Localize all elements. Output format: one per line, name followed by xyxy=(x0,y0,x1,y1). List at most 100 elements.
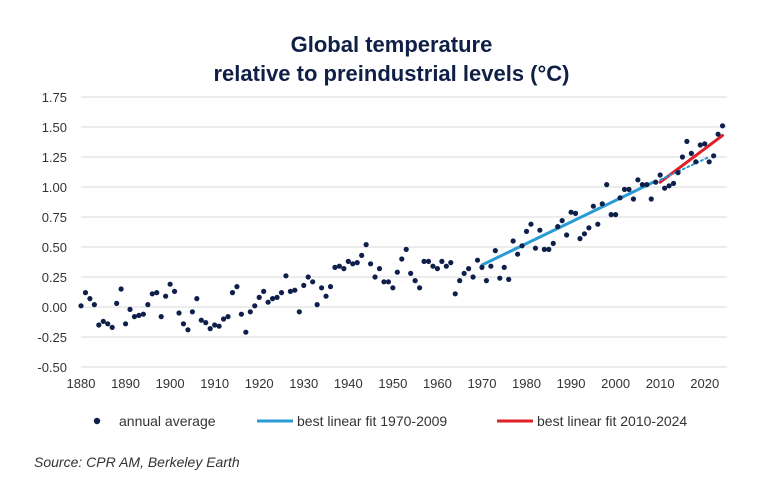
data-point xyxy=(292,287,298,293)
data-point xyxy=(220,316,227,322)
y-tick-label: 0.25 xyxy=(42,270,67,285)
data-point xyxy=(367,261,374,267)
data-point xyxy=(613,212,619,218)
grid-layer xyxy=(81,96,727,368)
data-point xyxy=(555,224,561,230)
data-point xyxy=(114,300,120,306)
data-point xyxy=(644,182,650,188)
data-point xyxy=(599,201,605,207)
data-point xyxy=(564,232,570,238)
data-point xyxy=(136,312,142,318)
data-point xyxy=(706,159,712,165)
data-point xyxy=(87,296,93,302)
data-point xyxy=(434,266,441,272)
data-point xyxy=(207,326,213,332)
data-point xyxy=(715,131,721,137)
data-point xyxy=(203,320,209,326)
x-tick-label: 2020 xyxy=(690,376,719,391)
data-point xyxy=(492,248,498,254)
x-tick-label: 1950 xyxy=(378,376,407,391)
data-point xyxy=(390,285,396,291)
data-point xyxy=(225,314,231,320)
data-point xyxy=(82,290,89,296)
data-point xyxy=(243,329,249,335)
data-point xyxy=(425,258,432,264)
data-point xyxy=(167,281,173,287)
data-point xyxy=(590,203,596,209)
data-point xyxy=(657,172,663,178)
data-point xyxy=(461,270,467,276)
data-point xyxy=(96,322,102,328)
data-point xyxy=(586,225,592,231)
data-point xyxy=(662,185,668,191)
data-point xyxy=(287,288,293,294)
data-point xyxy=(577,236,583,242)
data-point xyxy=(305,274,311,280)
data-point xyxy=(198,317,204,323)
data-point xyxy=(443,263,449,269)
data-point xyxy=(381,279,387,285)
data-point xyxy=(648,196,654,202)
data-point xyxy=(452,291,458,297)
data-point xyxy=(354,260,360,266)
y-tick-label: -0.25 xyxy=(37,330,67,345)
data-point xyxy=(448,260,454,266)
data-point xyxy=(626,186,632,192)
data-point xyxy=(363,242,369,248)
data-point xyxy=(697,142,703,148)
data-point xyxy=(416,285,423,291)
data-point xyxy=(105,321,111,327)
data-point xyxy=(608,212,614,218)
x-tick-label: 1960 xyxy=(423,376,452,391)
data-point xyxy=(568,209,574,215)
legend-marker-annual-average xyxy=(93,417,101,425)
x-tick-label: 1940 xyxy=(334,376,363,391)
data-point xyxy=(581,231,588,237)
data-point xyxy=(229,290,236,296)
data-point xyxy=(510,238,516,244)
x-tick-label: 1910 xyxy=(200,376,229,391)
data-point xyxy=(278,290,285,296)
data-point xyxy=(234,284,240,290)
data-point xyxy=(176,310,182,316)
data-point xyxy=(171,288,178,294)
data-point xyxy=(372,274,378,280)
legend-label-annual-average: annual average xyxy=(119,413,216,429)
data-point xyxy=(559,218,565,224)
data-point xyxy=(693,159,699,165)
data-point xyxy=(666,183,672,189)
data-point xyxy=(118,286,124,292)
data-point xyxy=(719,123,726,129)
data-point xyxy=(528,221,534,227)
data-point xyxy=(497,275,503,281)
data-point xyxy=(91,302,97,308)
data-point xyxy=(345,258,351,264)
data-point xyxy=(256,294,262,300)
x-tick-label: 2000 xyxy=(601,376,630,391)
data-point xyxy=(185,327,191,333)
data-point xyxy=(679,154,686,160)
data-point xyxy=(546,246,552,252)
data-point xyxy=(194,296,200,302)
data-point xyxy=(572,210,579,216)
data-point xyxy=(336,263,342,269)
chart-title: Global temperature relative to preindust… xyxy=(0,30,783,88)
data-point xyxy=(238,311,244,317)
data-point xyxy=(412,278,418,284)
legend-label-fit-1970-2009: best linear fit 1970-2009 xyxy=(297,413,447,429)
data-point xyxy=(216,323,222,329)
y-tick-label: 1.25 xyxy=(42,150,67,165)
data-point xyxy=(466,266,472,272)
data-point xyxy=(421,258,427,264)
data-point xyxy=(269,296,276,302)
data-point xyxy=(283,273,289,279)
x-tick-label: 1990 xyxy=(557,376,586,391)
legend-label-fit-2010-2024: best linear fit 2010-2024 xyxy=(537,413,687,429)
data-point xyxy=(78,303,84,309)
x-tick-label: 2010 xyxy=(646,376,675,391)
source-note: Source: CPR AM, Berkeley Earth xyxy=(34,454,240,470)
data-point xyxy=(541,246,547,252)
data-point xyxy=(189,309,195,315)
data-point xyxy=(122,321,129,327)
data-point xyxy=(684,138,690,144)
